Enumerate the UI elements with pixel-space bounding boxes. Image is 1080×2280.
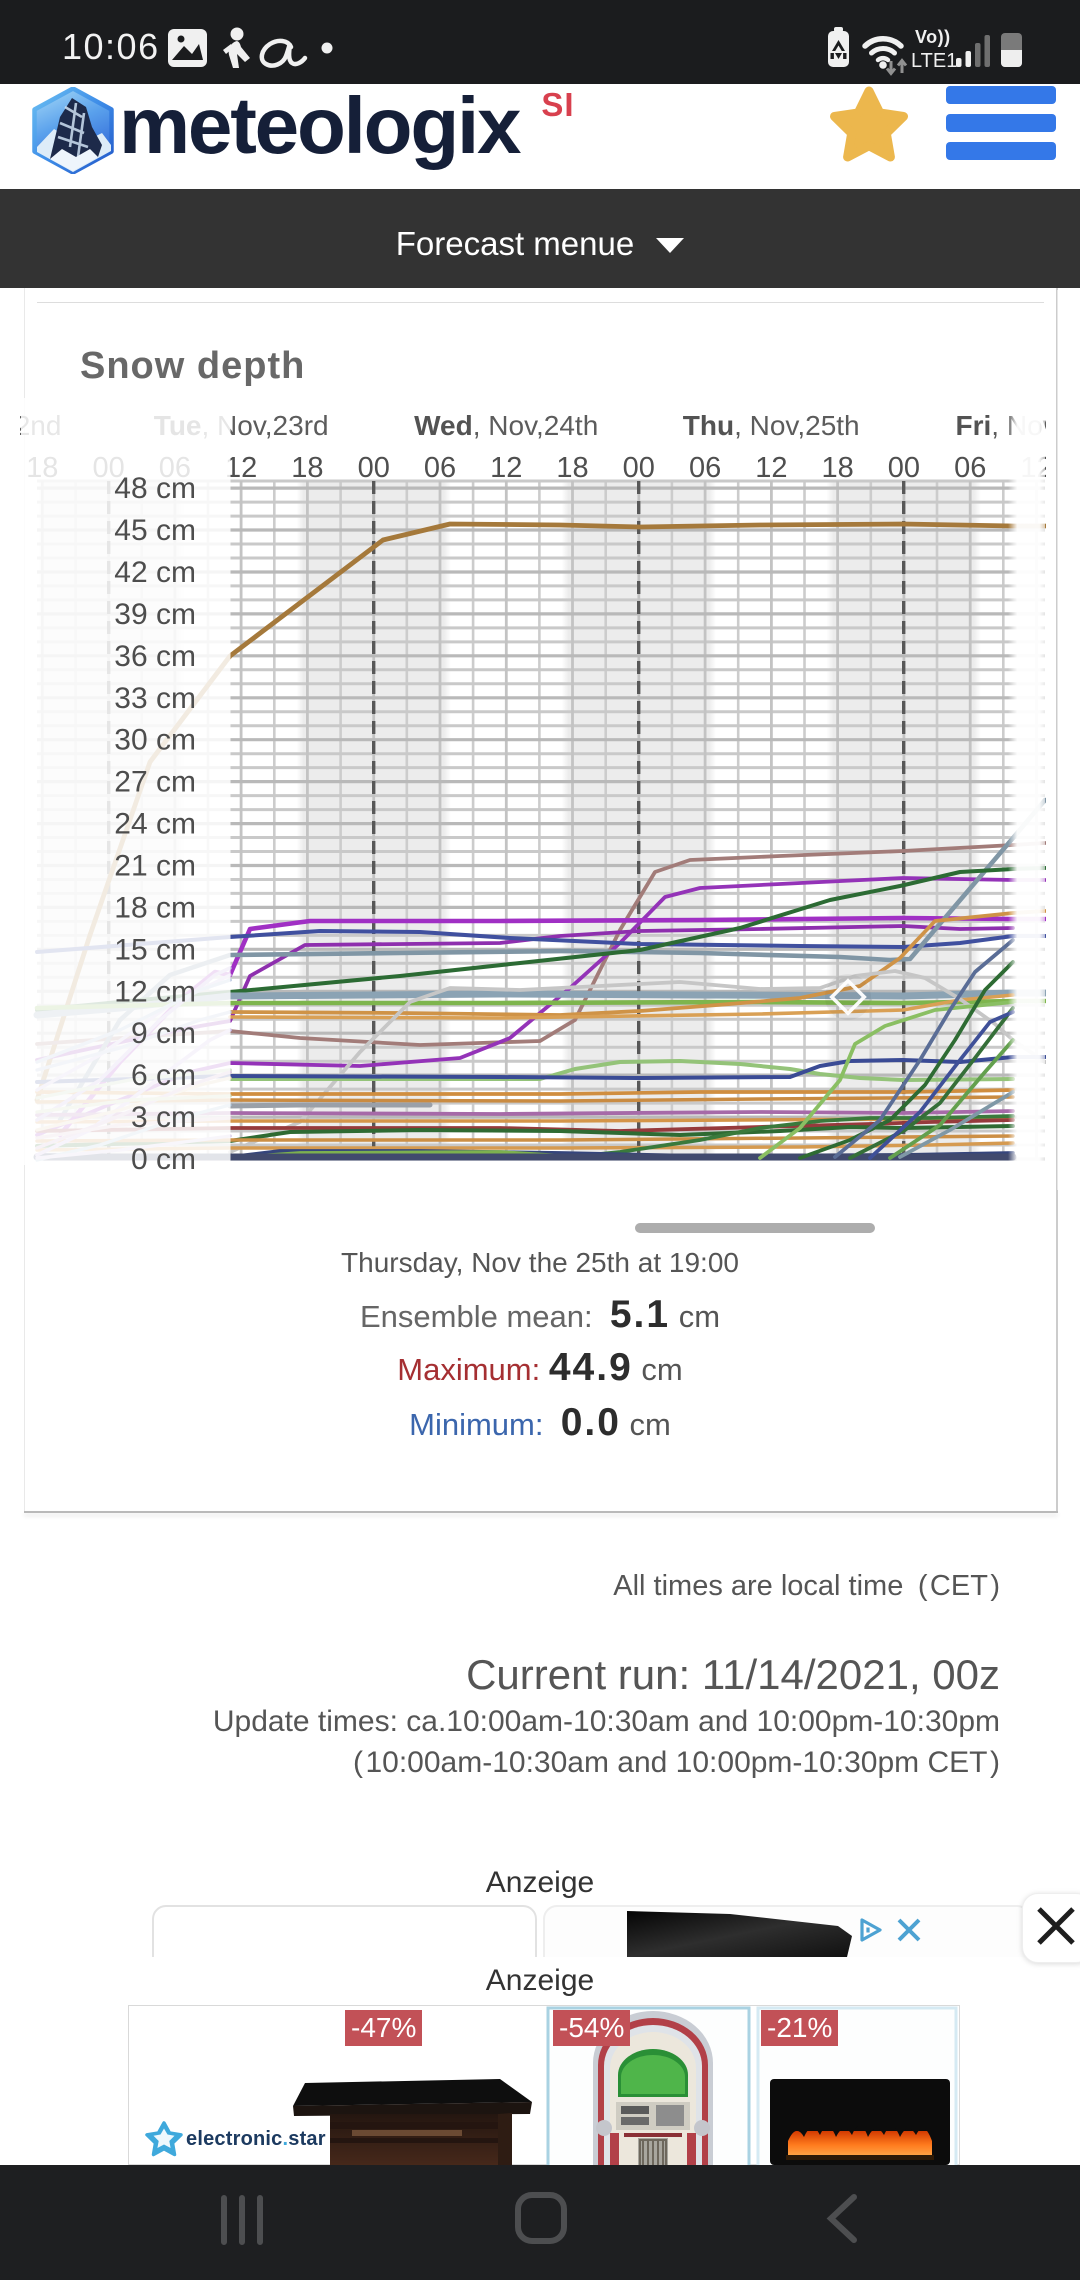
svg-text:24 cm: 24 cm [114, 808, 196, 841]
svg-text:9 cm: 9 cm [131, 1017, 196, 1050]
svg-text:12: 12 [490, 452, 522, 484]
svg-text:12: 12 [755, 452, 787, 484]
svg-text:Thu, Nov,25th: Thu, Nov,25th [683, 410, 860, 441]
svg-text:06: 06 [424, 452, 456, 484]
svg-text:00: 00 [888, 452, 920, 484]
svg-text:42 cm: 42 cm [114, 556, 196, 589]
svg-text:39 cm: 39 cm [114, 598, 196, 631]
svg-text:Wed, Nov,24th: Wed, Nov,24th [414, 410, 598, 441]
svg-text:0 cm: 0 cm [131, 1143, 196, 1176]
svg-text:12 cm: 12 cm [114, 975, 196, 1008]
svg-text:45 cm: 45 cm [114, 514, 196, 547]
svg-text:21 cm: 21 cm [114, 850, 196, 883]
svg-text:36 cm: 36 cm [114, 640, 196, 673]
svg-text:electronic.star: electronic.star [186, 2128, 326, 2150]
svg-text:18 cm: 18 cm [114, 891, 196, 924]
svg-text:15 cm: 15 cm [114, 933, 196, 966]
svg-text:30 cm: 30 cm [114, 724, 196, 757]
svg-text:00: 00 [623, 452, 655, 484]
svg-text:Vo)): Vo)) [915, 27, 951, 47]
svg-text:18: 18 [821, 452, 853, 484]
svg-text:06: 06 [689, 452, 721, 484]
svg-text:18: 18 [291, 452, 323, 484]
svg-text:48 cm: 48 cm [114, 472, 196, 505]
svg-text:18: 18 [556, 452, 588, 484]
svg-text:3 cm: 3 cm [131, 1101, 196, 1134]
svg-text:6 cm: 6 cm [131, 1059, 196, 1092]
svg-text:27 cm: 27 cm [114, 766, 196, 799]
svg-text:LTE1: LTE1 [911, 50, 957, 72]
svg-text:33 cm: 33 cm [114, 682, 196, 715]
svg-text:06: 06 [954, 452, 986, 484]
svg-text:00: 00 [358, 452, 390, 484]
